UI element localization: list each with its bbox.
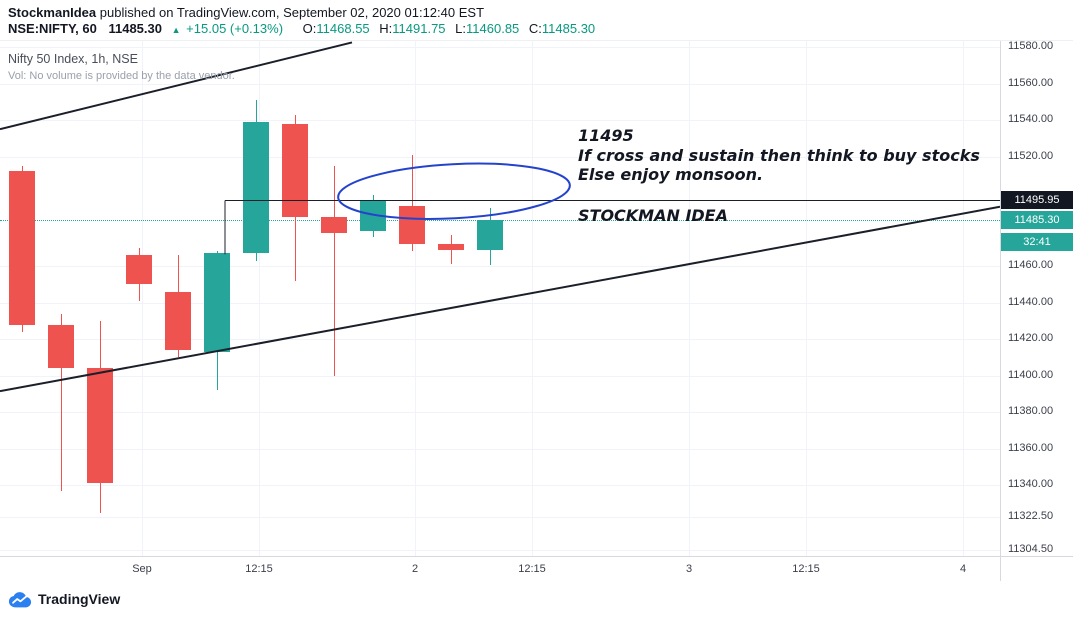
symbol-interval: NSE:NIFTY, 60 bbox=[8, 21, 97, 36]
chart-pane[interactable]: Nifty 50 Index, 1h, NSE Vol: No volume i… bbox=[0, 41, 1000, 556]
candle bbox=[438, 244, 464, 250]
h-gridline bbox=[0, 47, 1000, 49]
high-label: H: bbox=[379, 21, 393, 36]
time-tick-label: 12:15 bbox=[245, 563, 273, 575]
v-gridline bbox=[963, 41, 964, 556]
v-gridline bbox=[259, 41, 260, 556]
h-gridline bbox=[0, 549, 1000, 551]
price-tick-label: 11304.50 bbox=[1008, 542, 1054, 555]
price-tick-label: 11420.00 bbox=[1008, 332, 1054, 345]
v-gridline bbox=[806, 41, 807, 556]
publish-header: StockmanIdea published on TradingView.co… bbox=[8, 5, 484, 20]
candle bbox=[321, 216, 347, 234]
candle bbox=[243, 121, 269, 254]
v-gridline bbox=[415, 41, 416, 556]
price-tick-label: 11340.00 bbox=[1008, 478, 1054, 491]
chart-legend: Nifty 50 Index, 1h, NSE Vol: No volume i… bbox=[8, 52, 235, 82]
candle-wick bbox=[60, 313, 62, 491]
candle bbox=[9, 171, 35, 325]
price-tick-label: 11440.00 bbox=[1008, 295, 1054, 308]
price-label: 11485.30 bbox=[1001, 210, 1073, 229]
price-tick-label: 11580.00 bbox=[1008, 40, 1054, 53]
time-tick-label: 12:15 bbox=[792, 563, 820, 575]
h-gridline bbox=[0, 83, 1000, 85]
tradingview-logo-text: TradingView bbox=[38, 591, 121, 607]
candle bbox=[48, 324, 74, 369]
high-value: 11491.75 bbox=[392, 21, 446, 36]
price-tick-label: 11322.50 bbox=[1008, 510, 1054, 523]
candle-wick bbox=[333, 165, 335, 376]
time-tick-label: 3 bbox=[685, 563, 693, 575]
drawings-layer bbox=[0, 41, 1000, 393]
price-tick-label: 11520.00 bbox=[1008, 149, 1054, 162]
legend-title: Nifty 50 Index, 1h, NSE bbox=[8, 52, 138, 66]
chart-annotation: 11495 bbox=[578, 126, 634, 145]
publish-note: published on TradingView.com, September … bbox=[96, 5, 485, 20]
candle bbox=[360, 200, 386, 232]
h-gridline bbox=[0, 375, 1000, 377]
candle bbox=[126, 255, 152, 285]
low-value: 11460.85 bbox=[466, 21, 520, 36]
v-gridline bbox=[532, 41, 533, 556]
bar-countdown: 32:41 bbox=[1001, 232, 1073, 251]
v-gridline bbox=[142, 41, 143, 556]
price-label: 11495.95 bbox=[1001, 191, 1073, 210]
low-label: L: bbox=[455, 21, 467, 36]
h-gridline bbox=[0, 302, 1000, 304]
candle bbox=[399, 205, 425, 245]
tradingview-cloud-icon bbox=[8, 591, 32, 607]
close-label: C: bbox=[528, 21, 542, 36]
price-tick-label: 11460.00 bbox=[1008, 259, 1054, 272]
time-tick-label: 12:15 bbox=[518, 563, 546, 575]
chart-annotation: Else enjoy monsoon. bbox=[578, 165, 764, 184]
time-tick-label: 4 bbox=[959, 563, 967, 575]
chart-annotation: If cross and sustain then think to buy s… bbox=[578, 146, 980, 165]
change-up-arrow-icon: ▲ bbox=[171, 25, 181, 35]
time-tick-label: 2 bbox=[411, 563, 419, 575]
legend-volume-note: Vol: No volume is provided by the data v… bbox=[8, 70, 235, 82]
price-tick-label: 11540.00 bbox=[1008, 113, 1054, 126]
chart-annotation: STOCKMAN IDEA bbox=[578, 206, 728, 225]
axis-separator-horizontal bbox=[0, 556, 1073, 557]
open-label: O: bbox=[302, 21, 317, 36]
candle bbox=[282, 123, 308, 217]
price-tick-label: 11400.00 bbox=[1008, 368, 1054, 381]
time-tick-label: Sep bbox=[132, 563, 152, 575]
h-gridline bbox=[0, 156, 1000, 158]
candle bbox=[87, 368, 113, 484]
candle bbox=[165, 291, 191, 351]
h-gridline bbox=[0, 485, 1000, 487]
footer: TradingView bbox=[0, 580, 1073, 618]
symbol-header: NSE:NIFTY, 60 11485.30 ▲ +15.05 (+0.13%)… bbox=[8, 21, 595, 36]
price-axis[interactable]: 11580.00 11560.00 11540.00 11520.00 11460.00… bbox=[1001, 40, 1073, 556]
candle bbox=[477, 219, 503, 251]
chart-area: Nifty 50 Index, 1h, NSE Vol: No volume i… bbox=[0, 40, 1073, 581]
time-axis[interactable]: Sep 12:15 2 12:15 3 12:15 4 bbox=[0, 557, 1000, 581]
h-gridline bbox=[0, 448, 1000, 450]
price-tick-label: 11380.00 bbox=[1008, 405, 1054, 418]
h-gridline bbox=[0, 339, 1000, 341]
price-change: +15.05 (+0.13%) bbox=[186, 21, 284, 36]
candle bbox=[204, 253, 230, 352]
author-name: StockmanIdea bbox=[8, 5, 97, 20]
close-value: 11485.30 bbox=[541, 21, 596, 36]
axis-separator-vertical bbox=[1000, 41, 1001, 581]
price-tick-label: 11560.00 bbox=[1008, 76, 1054, 89]
h-gridline bbox=[0, 517, 1000, 519]
last-price: 11485.30 bbox=[108, 21, 162, 36]
h-gridline bbox=[0, 412, 1000, 414]
price-tick-label: 11360.00 bbox=[1008, 441, 1054, 454]
open-value: 11468.55 bbox=[316, 21, 370, 36]
v-gridline bbox=[689, 41, 690, 556]
tradingview-logo[interactable]: TradingView bbox=[8, 591, 120, 608]
h-gridline bbox=[0, 120, 1000, 122]
